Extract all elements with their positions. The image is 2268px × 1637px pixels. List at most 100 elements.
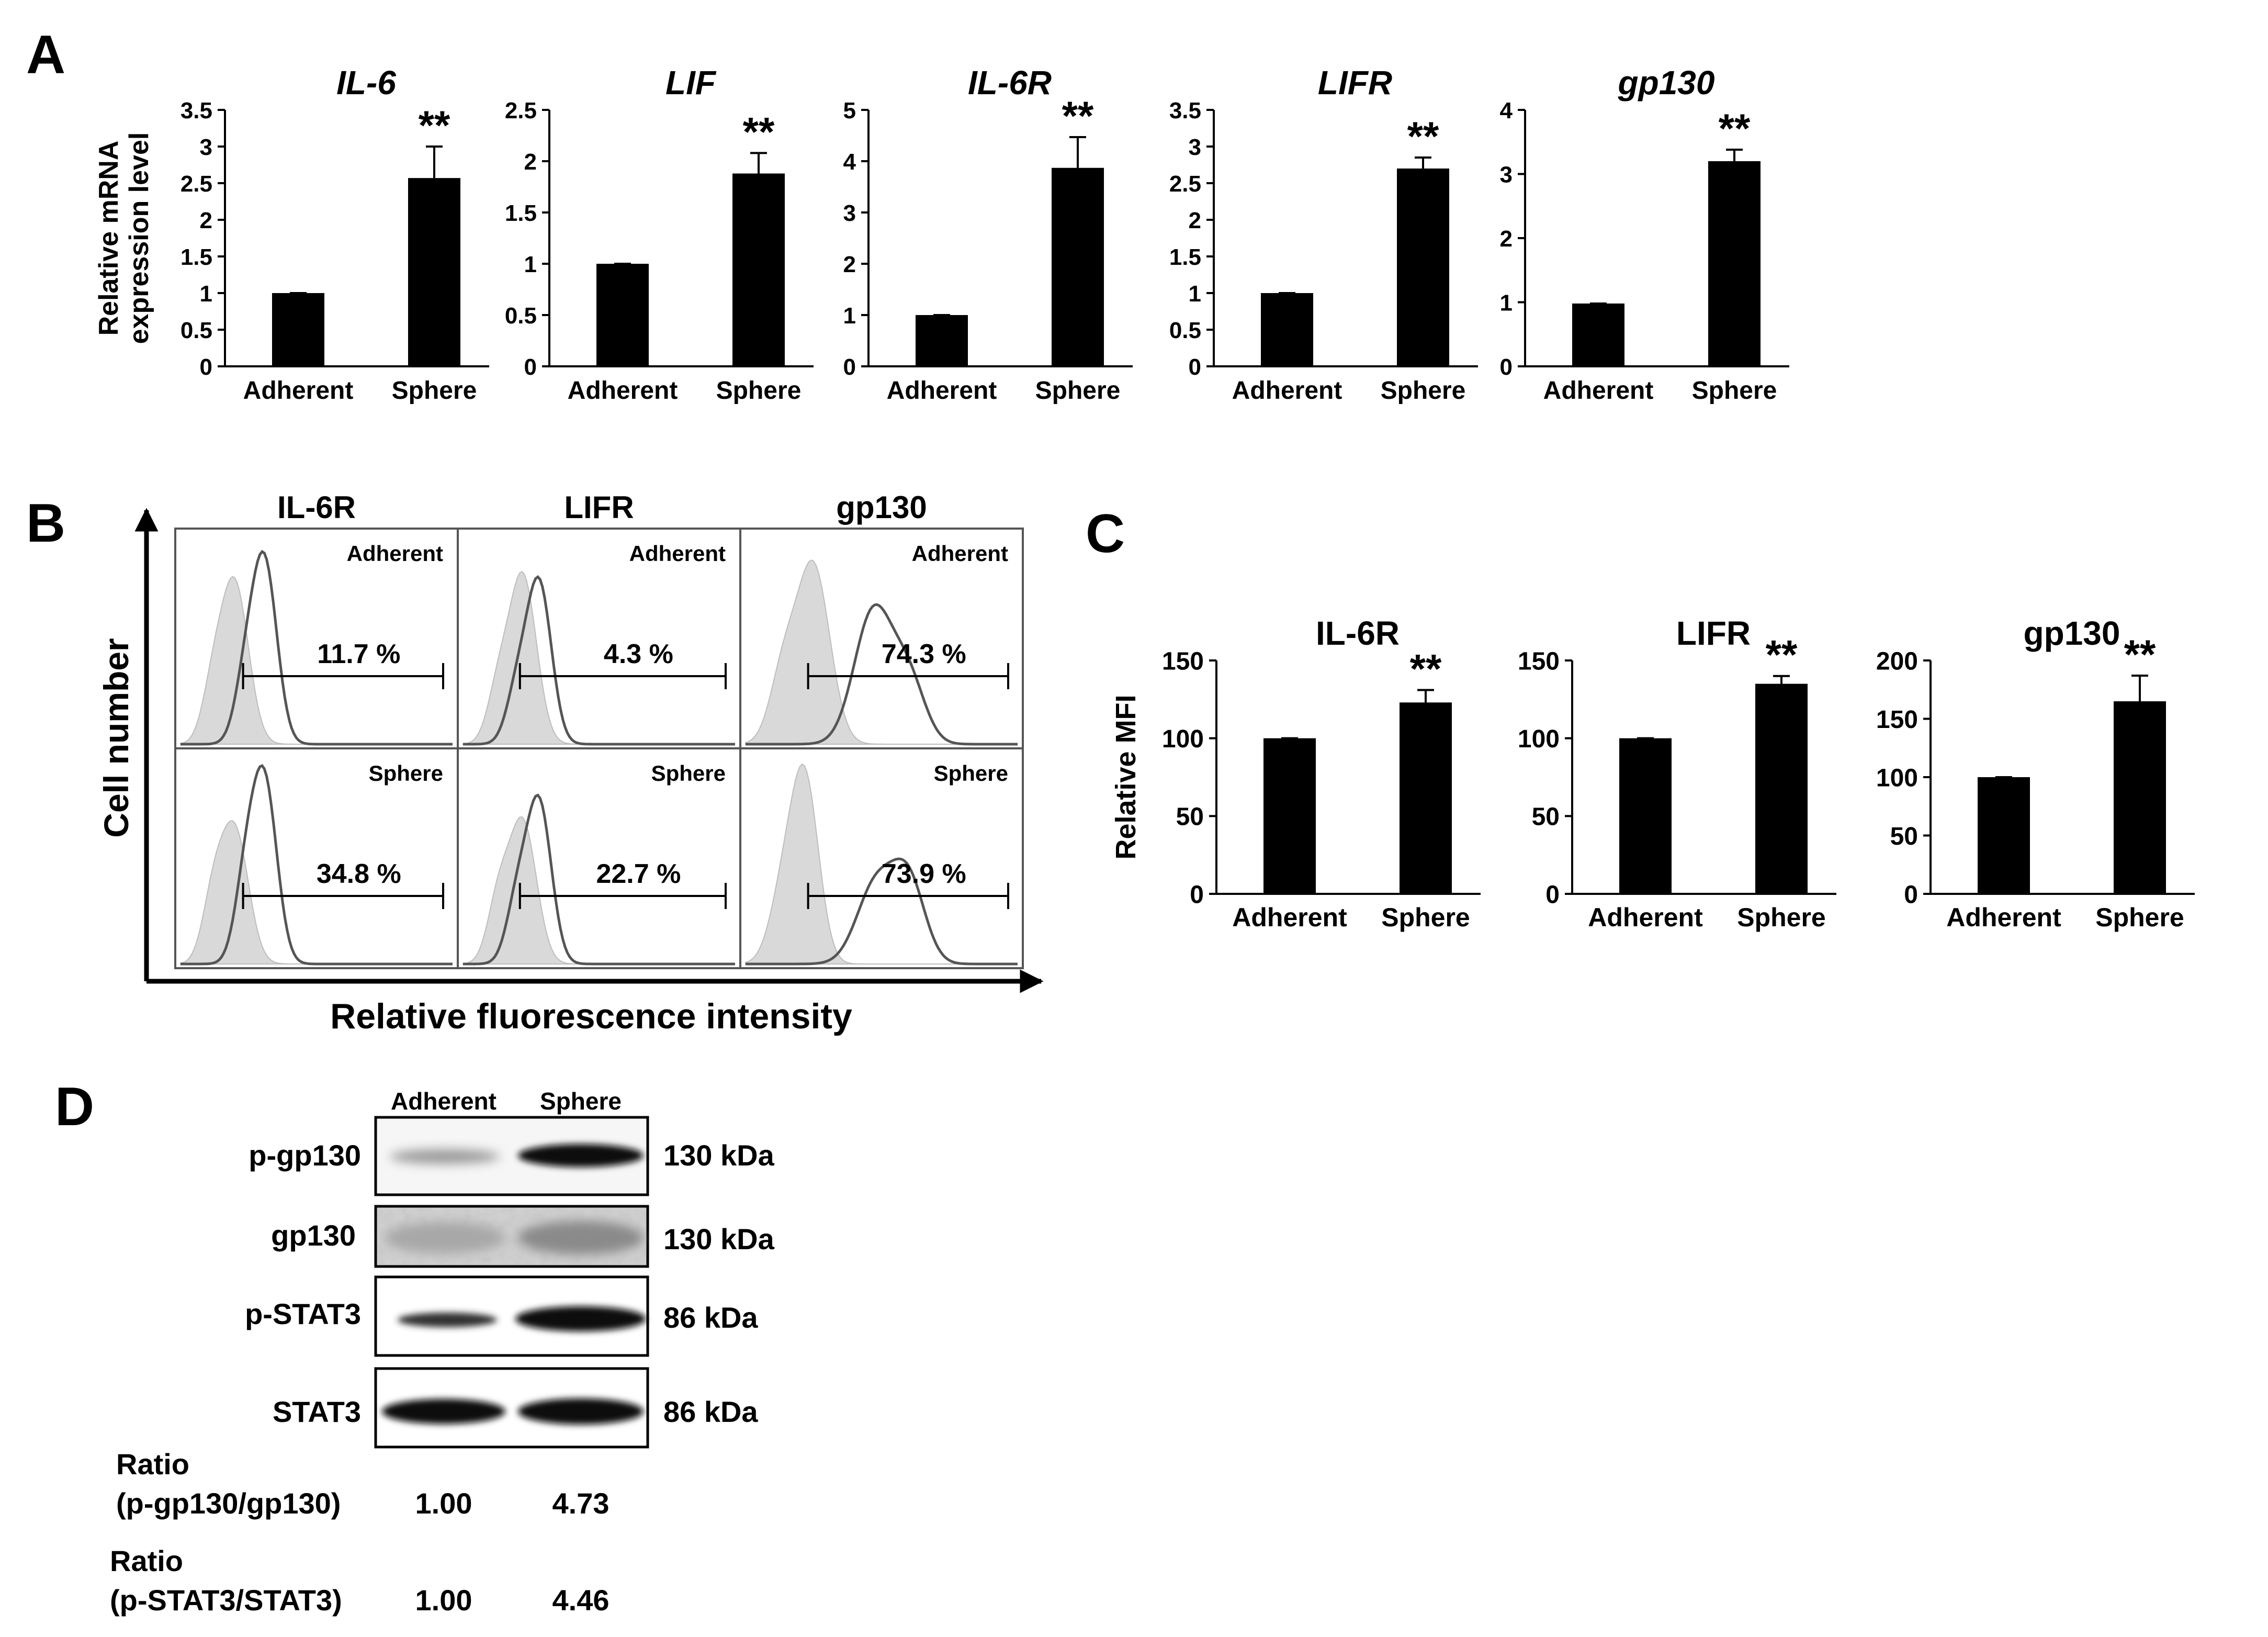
y-tick-label: 1 <box>1189 281 1201 307</box>
flow-column-header: gp130 <box>836 490 927 525</box>
bar-chart-a-lifr: 0 0.5 1 1.5 2 2.5 3 3.5 Adherent ** Sphere LIFR <box>1169 64 1478 405</box>
panel-label-d: D <box>55 1077 94 1137</box>
chart-title: IL-6R <box>968 64 1052 102</box>
y-tick-label: 5 <box>843 98 856 124</box>
bar-sphere <box>732 173 785 366</box>
histogram-condition-label: Sphere <box>369 761 443 786</box>
y-tick-label: 2.5 <box>505 98 537 124</box>
blot-label-p-stat3: p-STAT3 <box>245 1297 361 1330</box>
sample-histogram <box>463 575 735 746</box>
y-tick-label: 100 <box>1876 764 1918 792</box>
histogram-condition-label: Sphere <box>934 761 1008 786</box>
ratio-2-label-line2: (p-STAT3/STAT3) <box>110 1584 342 1617</box>
histogram-condition-label: Sphere <box>651 761 726 786</box>
flow-panel: Cell number Relative fluorescence intens… <box>97 490 1044 1036</box>
significance-mark: ** <box>1407 113 1439 159</box>
band-stat3-adherent <box>382 1399 505 1424</box>
bar-sphere <box>408 178 460 366</box>
y-tick-label: 0 <box>1545 881 1560 909</box>
blot-size-stat3: 86 kDa <box>663 1395 758 1428</box>
y-tick-label: 2.5 <box>1169 171 1201 197</box>
bar-adherent <box>1619 738 1672 894</box>
isotype-histogram <box>180 820 453 965</box>
histogram-condition-label: Adherent <box>347 541 443 566</box>
significance-mark: ** <box>1062 93 1094 139</box>
y-tick-label: 1 <box>843 303 856 329</box>
flow-column-header: IL-6R <box>277 490 356 525</box>
panel-label-a: A <box>26 25 65 85</box>
histogram-gp130-sphere: Sphere 73.9 % <box>745 761 1018 966</box>
y-tick-label: 1.5 <box>505 200 537 226</box>
significance-mark: ** <box>1410 645 1442 691</box>
ratio-2-label-line1: Ratio <box>110 1544 183 1577</box>
band-stat3-sphere <box>518 1398 644 1425</box>
x-tick-label: Sphere <box>1692 377 1777 405</box>
bar-adherent <box>272 293 324 366</box>
western-panel: Adherent Sphere p-gp130 130 kDa gp130 13… <box>110 1087 775 1617</box>
bar-adherent <box>916 315 968 366</box>
bar-sphere <box>1052 167 1104 366</box>
panel-label-c: C <box>1086 503 1125 564</box>
chart-title: LIFR <box>1318 64 1392 102</box>
y-tick-label: 0 <box>524 354 537 380</box>
x-tick-label: Adherent <box>243 377 354 405</box>
blot-size-p-stat3: 86 kDa <box>663 1301 758 1334</box>
y-tick-label: 2 <box>524 149 537 175</box>
histogram-il-6r-sphere: Sphere 34.8 % <box>180 761 453 966</box>
significance-mark: ** <box>419 102 450 148</box>
chart-title: gp130 <box>2024 614 2120 652</box>
bar-chart-a-gp130: 0 1 2 3 4 Adherent ** Sphere gp130 <box>1500 64 1789 405</box>
y-tick-label: 3 <box>843 200 856 226</box>
gate-percentage: 34.8 % <box>317 859 401 889</box>
bar-adherent <box>1263 738 1316 894</box>
x-tick-label: Sphere <box>392 377 477 405</box>
bar-chart-a-lif: 0 0.5 1 1.5 2 2.5 Adherent ** Sphere LIF <box>505 64 814 405</box>
ratio-1-label-line1: Ratio <box>116 1448 189 1481</box>
gate-percentage: 11.7 % <box>317 639 400 669</box>
x-tick-label: Adherent <box>1588 903 1703 932</box>
histogram-il-6r-adherent: Adherent 11.7 % <box>180 541 453 746</box>
bar-chart-c-gp130: 0 50 100 150 200 Adherent ** Sphere gp130 <box>1876 614 2195 932</box>
y-tick-label: 0 <box>1189 354 1201 380</box>
y-tick-label: 2 <box>200 208 212 233</box>
bar-adherent <box>1261 293 1313 366</box>
bar-sphere <box>1755 683 1808 894</box>
y-tick-label: 0.5 <box>180 318 212 343</box>
y-tick-label: 1 <box>524 252 537 277</box>
sample-histogram <box>180 764 453 966</box>
y-tick-label: 1 <box>1500 290 1513 316</box>
x-tick-label: Adherent <box>1946 903 2061 932</box>
y-axis-label: Relative mRNA <box>94 141 124 336</box>
y-tick-label: 150 <box>1518 647 1560 675</box>
isotype-histogram <box>462 816 735 965</box>
bar-sphere <box>2114 701 2166 894</box>
bar-sphere <box>1708 161 1761 366</box>
x-tick-label: Adherent <box>568 377 678 405</box>
bar-charts: 0 0.5 1 1.5 2 2.5 3 3.5 Adherent ** Sphere IL-6 Rela… <box>94 64 2195 932</box>
y-tick-label: 3.5 <box>180 98 212 124</box>
chart-title: gp130 <box>1618 64 1715 102</box>
lane-label-sphere: Sphere <box>540 1087 622 1115</box>
y-tick-label: 3 <box>1500 162 1513 187</box>
y-tick-label: 1.5 <box>180 244 212 270</box>
y-tick-label: 100 <box>1518 725 1560 753</box>
band-gp130-sphere <box>518 1221 644 1254</box>
sample-histogram <box>463 793 735 966</box>
x-tick-label: Sphere <box>2095 903 2184 932</box>
ratio-1-value-sphere: 4.73 <box>552 1487 610 1520</box>
y-tick-label: 50 <box>1890 823 1918 850</box>
gate-percentage: 22.7 % <box>596 859 681 889</box>
y-tick-label: 2 <box>843 252 856 277</box>
bar-adherent <box>596 264 649 366</box>
ratio-1-label-line2: (p-gp130/gp130) <box>116 1487 341 1520</box>
bar-sphere <box>1400 702 1452 894</box>
y-axis-label: Relative MFI <box>1110 694 1142 859</box>
y-tick-label: 3 <box>200 134 212 160</box>
y-tick-label: 100 <box>1162 725 1204 753</box>
blot-label-p-gp130: p-gp130 <box>249 1139 361 1172</box>
y-tick-label: 200 <box>1876 647 1918 675</box>
blot-label-gp130: gp130 <box>271 1219 356 1252</box>
ratio-1-value-adherent: 1.00 <box>415 1487 472 1520</box>
ratio-2-value-sphere: 4.46 <box>552 1584 610 1617</box>
bar-sphere <box>1397 169 1449 366</box>
